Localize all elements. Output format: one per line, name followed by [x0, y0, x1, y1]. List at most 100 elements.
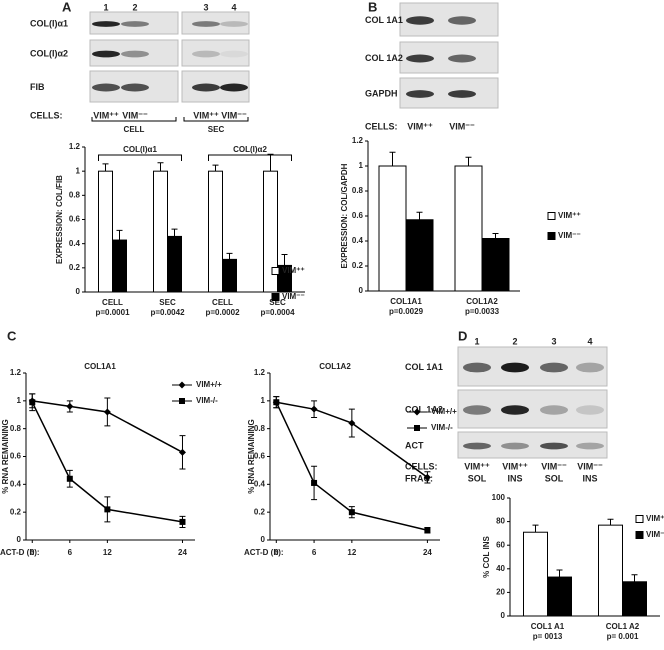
category-note: p= 0013 [533, 632, 563, 641]
legend-swatch [413, 408, 421, 416]
x-tick-label: COL1A1 [390, 297, 422, 306]
bar [208, 170, 223, 293]
y-axis-label: % RNA REMAINING [247, 419, 256, 493]
marker [66, 475, 73, 482]
x-axis-label: ACT-D (h): [0, 548, 40, 557]
lane-number: 2 [132, 2, 137, 12]
cells-value: VIM⁺⁺ [93, 110, 119, 120]
marker [103, 408, 111, 416]
marker [66, 402, 74, 410]
error-bar [116, 229, 123, 241]
y-tick-label: 1 [359, 161, 364, 170]
lane-number: 3 [203, 2, 208, 12]
blot-row-label: FIB [30, 82, 45, 92]
frac-value: INS [582, 473, 597, 483]
blot-row-label: COL 1A2 [405, 404, 443, 414]
bar [547, 576, 572, 617]
y-tick-label: 0.6 [69, 215, 81, 224]
y-tick-label: 0 [359, 286, 364, 295]
x-tick-label: 6 [312, 548, 317, 557]
category-note: p= 0.001 [607, 632, 639, 641]
blot-row-label: COL(I)α1 [30, 18, 68, 28]
y-axis-label: % COL INS [482, 536, 491, 578]
y-tick-label: 0.6 [352, 211, 364, 220]
cells-value: VIM⁻⁻ [541, 461, 567, 471]
error-bar [102, 163, 109, 172]
y-tick-label: 0.8 [10, 424, 22, 433]
y-tick-label: 100 [492, 493, 506, 502]
blot-band [121, 21, 149, 27]
bracket-label: COL(I)α2 [233, 145, 267, 154]
blot-band [121, 50, 149, 58]
blot-band [406, 54, 434, 63]
lane-number: 4 [231, 2, 236, 12]
cells-label: CELLS: [30, 110, 63, 120]
y-tick-label: 0.6 [254, 452, 266, 461]
cells-value: VIM⁻⁻ [577, 461, 603, 471]
y-axis-label: % RNA REMAINING [1, 419, 10, 493]
y-tick-label: 0.2 [254, 507, 266, 516]
legend-swatch [178, 381, 186, 389]
blot-band [463, 442, 491, 450]
line [275, 401, 428, 531]
frac-label: FRAC: [405, 473, 433, 483]
legend-swatch [547, 232, 556, 240]
line [32, 400, 183, 453]
blot-band [501, 405, 529, 415]
blot-band [501, 362, 529, 373]
error-bar [607, 518, 614, 526]
error-bar [171, 228, 178, 237]
panel-letter: C [7, 328, 17, 343]
panel-letter: A [62, 0, 72, 14]
line [31, 401, 183, 523]
lane-number: 1 [103, 2, 108, 12]
legend-swatch [271, 293, 280, 301]
error-bar [416, 211, 423, 220]
bracket [208, 154, 292, 161]
category-note: p=0.0001 [95, 308, 130, 317]
legend-label: VIM-/- [431, 423, 453, 432]
blot-row-label: COL 1A2 [365, 53, 403, 63]
x-tick-label: CELL [102, 298, 123, 307]
cells-value: VIM⁺⁺ [502, 461, 528, 471]
bar [112, 239, 127, 293]
y-tick-label: 1.2 [352, 136, 364, 145]
legend-label: VIM⁻⁻ [646, 530, 664, 539]
error-bar [281, 254, 288, 266]
y-tick-label: 0.4 [352, 236, 364, 245]
y-tick-label: 1 [17, 396, 22, 405]
legend-label: VIM+/+ [431, 407, 457, 416]
y-tick-label: 0 [76, 287, 81, 296]
y-tick-label: 0.2 [10, 507, 22, 516]
bracket [98, 154, 182, 161]
bar [378, 165, 407, 292]
line [276, 401, 428, 478]
blot-band [406, 16, 434, 25]
legend-label: VIM⁻⁻ [282, 292, 305, 301]
marker [348, 419, 356, 427]
legend-swatch [271, 267, 280, 275]
x-tick-label: 12 [347, 548, 356, 557]
marker [311, 479, 318, 486]
x-tick-label: 0 [30, 548, 35, 557]
category-note: p=0.0029 [389, 307, 424, 316]
blot-band [121, 83, 149, 92]
group-bracket [91, 117, 177, 122]
error-bar [631, 574, 638, 582]
y-tick-label: 0.4 [69, 239, 81, 248]
chart-title: COL1A2 [319, 362, 351, 371]
cells-label: CELLS: [405, 461, 438, 471]
cells-value: VIM⁺⁺ [464, 461, 490, 471]
blot-row-label: ACT [405, 440, 424, 450]
blot-band [92, 21, 120, 27]
marker [424, 527, 431, 534]
bracket-label: COL(I)α1 [123, 145, 157, 154]
marker [179, 518, 186, 525]
lane-number: 1 [474, 336, 479, 346]
y-tick-label: 0.6 [10, 452, 22, 461]
blot-band [576, 405, 604, 415]
category-note: p=0.0042 [150, 308, 185, 317]
blot-band [501, 442, 529, 450]
blot-band [448, 90, 476, 98]
y-tick-label: 0 [17, 535, 22, 544]
